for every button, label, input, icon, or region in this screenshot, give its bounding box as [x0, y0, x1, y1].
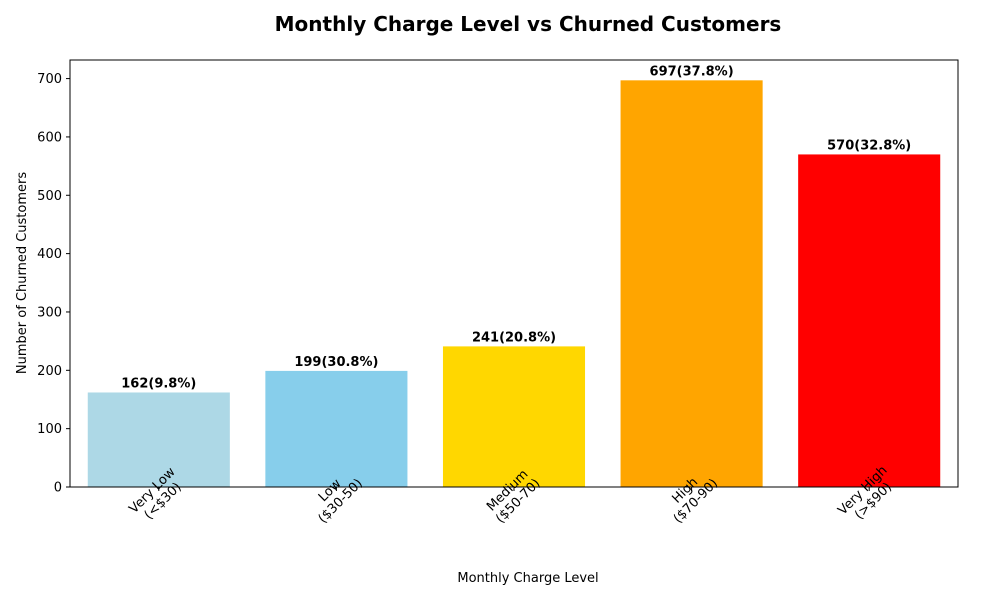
data-label-3: 697(37.8%): [650, 64, 734, 79]
y-tick-label-1: 100: [37, 422, 62, 437]
bars-layer: [87, 80, 941, 487]
y-tick-label-2: 200: [37, 364, 62, 379]
y-tick-label-7: 700: [37, 72, 62, 87]
data-label-2: 241(20.8%): [472, 330, 556, 345]
y-tick-label-3: 300: [37, 305, 62, 320]
bar-2: [442, 346, 586, 487]
bar-0: [87, 392, 230, 487]
y-tick-label-0: 0: [54, 481, 62, 496]
bar-3: [620, 80, 763, 487]
y-tick-label-4: 400: [37, 247, 62, 262]
data-label-4: 570(32.8%): [827, 138, 911, 153]
data-label-1: 199(30.8%): [294, 355, 378, 370]
y-tick-label-6: 600: [37, 130, 62, 145]
data-labels-layer: 162(9.8%) 199(30.8%) 241(20.8%) 697(37.8%) 5…: [121, 64, 911, 391]
y-axis-label: Number of Churned Customers: [15, 172, 30, 374]
chart-title: Monthly Charge Level vs Churned Customer…: [275, 12, 782, 36]
data-label-0: 162(9.8%): [121, 376, 196, 391]
x-axis-label: Monthly Charge Level: [457, 571, 598, 586]
bar-1: [265, 370, 408, 487]
y-tick-label-5: 500: [37, 189, 62, 204]
x-axis: Very Low(<$30) Low($30-50) Medium($50-70) H…: [127, 463, 896, 526]
y-axis: 0 100 200 300 400 500 600 700: [37, 72, 70, 496]
bar-4: [798, 154, 941, 487]
